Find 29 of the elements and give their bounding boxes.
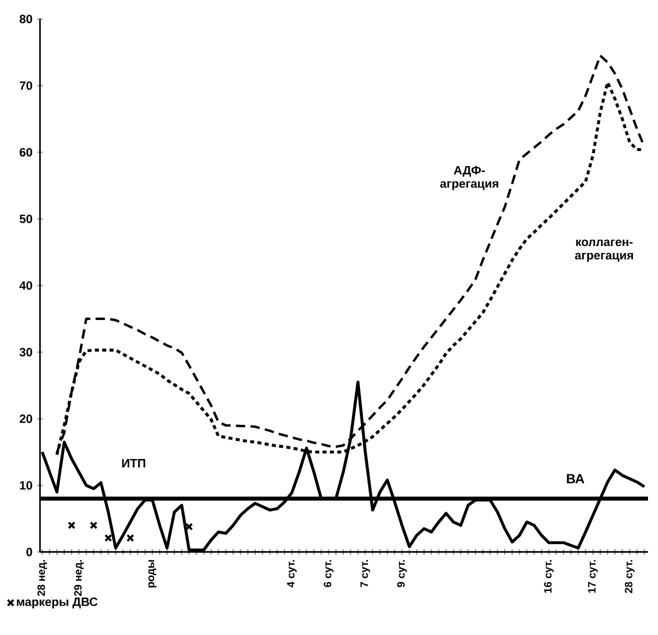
x-tick-label: 16 сут. [544,560,554,593]
x-tick-label: 7 сут. [360,560,370,588]
text: коллаген-агрегация [575,240,633,262]
y-tick-label: 50 [20,214,32,224]
point [68,521,76,530]
text: ИТП [122,459,146,468]
point [90,521,98,530]
x-tick-label: 28 нед. [37,560,47,596]
point [126,534,134,542]
y-tick-label: 20 [20,414,32,423]
x-tick-label: 28 сут. [624,560,634,594]
x-tick-label: 17 сут. [588,560,598,593]
ref-line-label: ВА [566,474,584,484]
y-tick-label: 0 [26,548,32,556]
point [185,522,193,531]
x-tick-label: 9 сут. [397,560,407,588]
legend-label: маркеры ДВС [16,598,98,608]
x-tick-label: 6 сут. [324,560,334,588]
x-tick-label: роды [148,560,156,588]
y-tick-label: 70 [20,81,32,90]
series-label: АДФ-агрегация [440,166,498,190]
x-tick-label: 4 сут. [287,560,297,588]
y-tick-label: 40 [19,281,32,290]
y-tick-label: 30 [20,348,32,356]
x-tick-label: 29 нед. [74,560,84,596]
y-tick-label: 80 [20,14,32,24]
point [104,534,112,542]
y-tick-label: 60 [20,148,32,156]
y-tick-label: 10 [20,481,32,490]
